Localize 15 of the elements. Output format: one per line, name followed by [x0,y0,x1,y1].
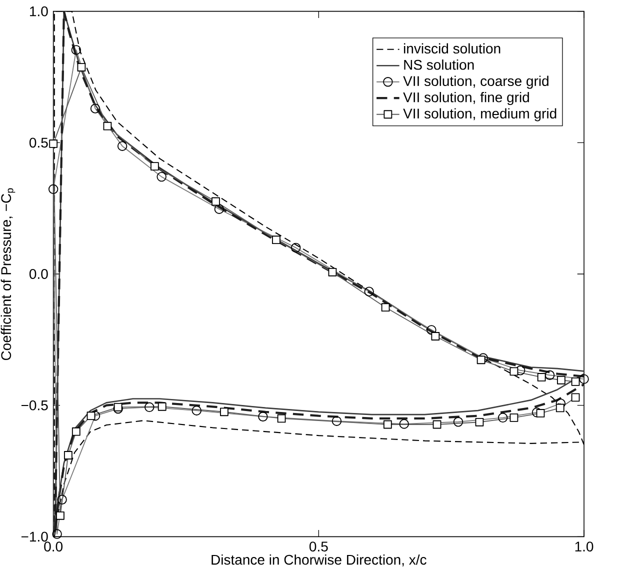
x-tick-label: 0.5 [309,542,328,552]
legend-label: VII solution, fine grid [403,92,529,106]
y-tick-label: 1.0 [30,6,48,16]
y-tick-label: 0.5 [29,138,48,148]
legend-label: NS solution [404,60,474,70]
legend-label: VII solution, coarse grid [403,76,548,89]
legend-label: inviscid solution [404,43,500,54]
legend-label: VII solution, medium grid [403,108,556,122]
y-axis-title: Coefficient of Pressure, −C$_{p}$ [0,188,16,360]
x-tick-label: 0.0 [44,542,63,552]
y-tick-label: 0.0 [29,269,48,279]
x-tick-label: 1.0 [575,542,594,552]
x-axis-title: Distance in Chorwise Direction, x/c [212,554,426,566]
y-tick-label: −0.5 [21,400,48,410]
y-tick-label: −1.0 [21,532,48,542]
